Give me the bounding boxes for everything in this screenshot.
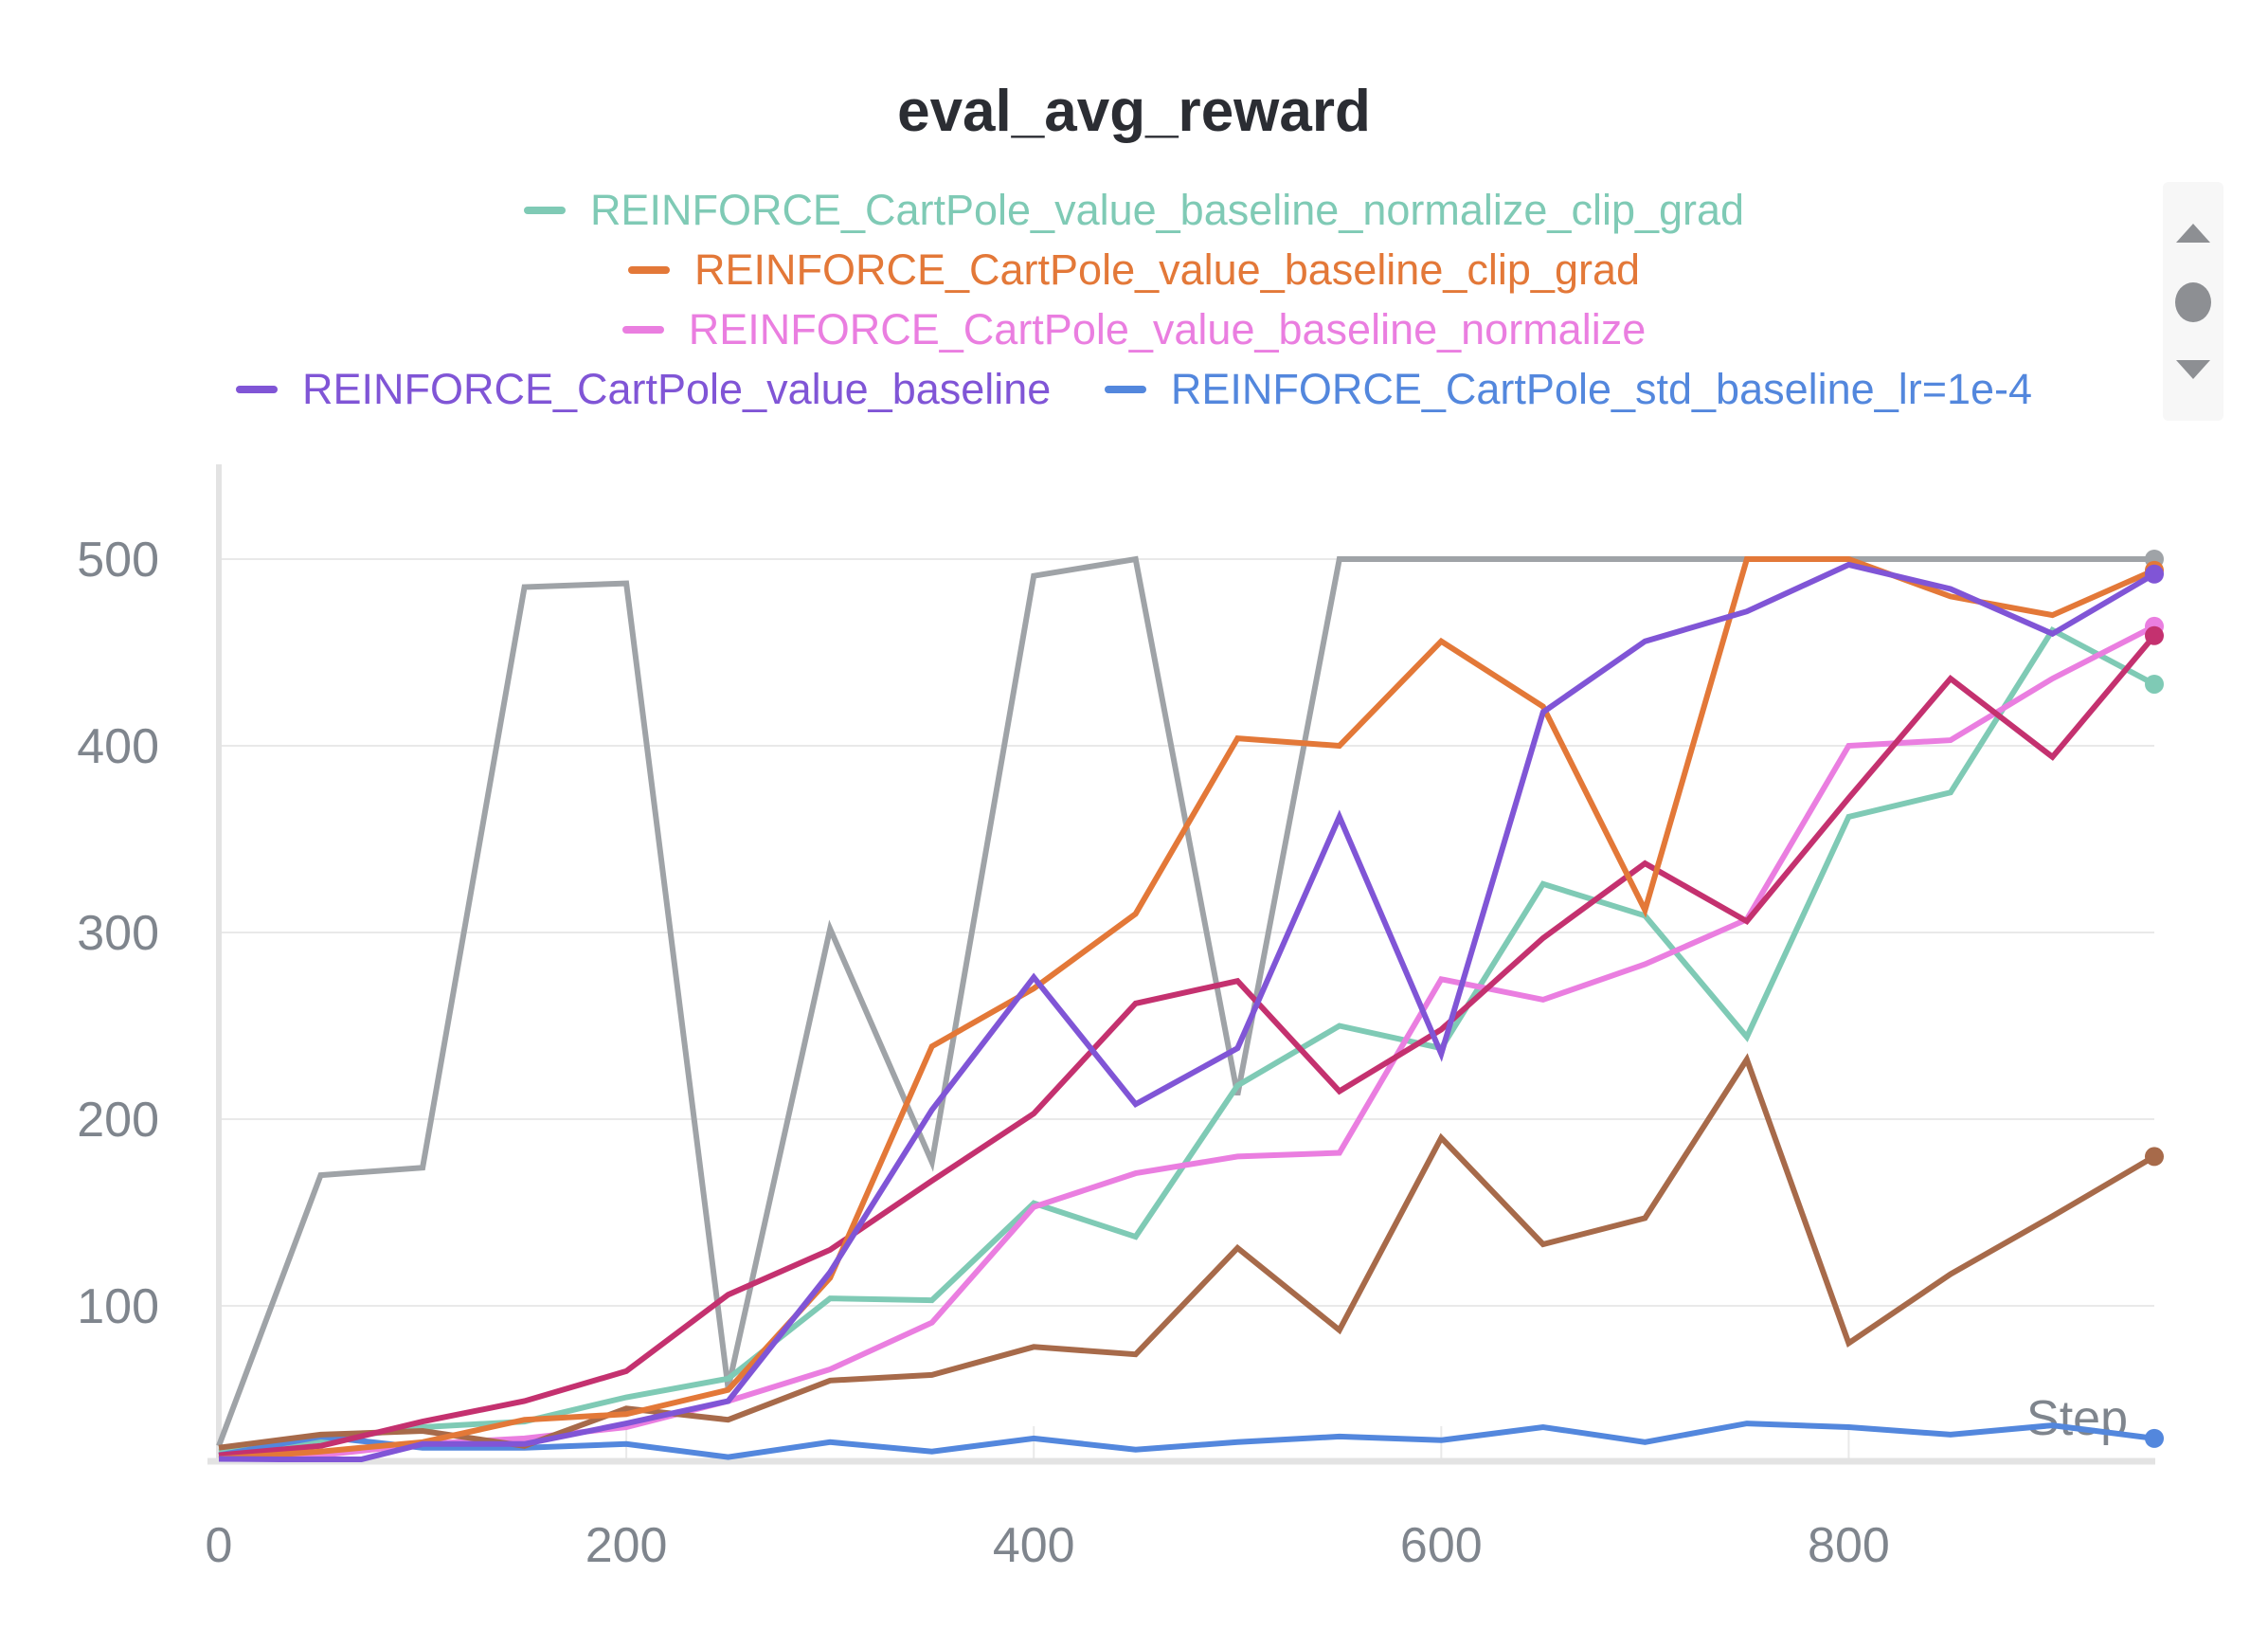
series-end-point bbox=[2145, 625, 2164, 645]
series-line[interactable] bbox=[218, 633, 2157, 1458]
legend-label: REINFORCE_CartPole_value_baseline_normal… bbox=[688, 305, 1647, 353]
legend-label: REINFORCE_CartPole_value_baseline bbox=[301, 365, 1052, 413]
x-tick-label: 800 bbox=[1808, 1518, 1890, 1573]
series-end-point bbox=[2145, 564, 2164, 584]
series-line[interactable] bbox=[218, 1421, 2155, 1460]
legend-label: REINFORCE_CartPole_value_baseline_normal… bbox=[589, 186, 1745, 234]
x-tick-label: 400 bbox=[993, 1518, 1075, 1573]
series-end-point bbox=[2145, 1147, 2164, 1167]
series-end-point bbox=[2145, 674, 2164, 694]
legend-row-4: REINFORCE_CartPole_value_baseline REINFO… bbox=[0, 354, 2268, 414]
y-tick-label: 400 bbox=[77, 719, 159, 774]
x-axis-label: Step bbox=[2026, 1391, 2128, 1446]
triangle-up-icon[interactable] bbox=[2176, 224, 2210, 243]
triangle-down-icon[interactable] bbox=[2176, 360, 2210, 379]
legend-swatch bbox=[627, 266, 670, 274]
legend-item[interactable]: REINFORCE_CartPole_value_baseline_normal… bbox=[621, 305, 1647, 354]
legend-item[interactable]: REINFORCE_CartPole_value_baseline_normal… bbox=[523, 186, 1745, 235]
x-tick-label: 200 bbox=[585, 1518, 668, 1573]
end-markers bbox=[2145, 550, 2164, 1448]
legend-label: REINFORCE_CartPole_std_baseline_lr=1e-4 bbox=[1170, 365, 2033, 413]
series-line[interactable] bbox=[218, 625, 2156, 1455]
series-end-point bbox=[2145, 1428, 2164, 1448]
legend-item[interactable]: REINFORCE_CartPole_value_baseline_clip_g… bbox=[627, 245, 1641, 295]
legend-scrollbar[interactable] bbox=[2163, 182, 2223, 421]
legend-swatch bbox=[621, 326, 664, 334]
grid bbox=[219, 558, 2154, 1461]
legend-swatch bbox=[1104, 386, 1146, 393]
legend-item[interactable]: REINFORCE_CartPole_value_baseline bbox=[235, 365, 1052, 414]
series-lines bbox=[216, 555, 2157, 1462]
legend-row-1: REINFORCE_CartPole_value_baseline_normal… bbox=[0, 175, 2268, 235]
series-line[interactable] bbox=[218, 1053, 2156, 1451]
y-tick-label: 500 bbox=[77, 533, 159, 588]
legend-swatch bbox=[235, 386, 278, 393]
legend-row-2: REINFORCE_CartPole_value_baseline_clip_g… bbox=[0, 235, 2268, 295]
y-tick-label: 300 bbox=[77, 906, 159, 961]
x-tick-label: 600 bbox=[1400, 1518, 1483, 1573]
legend-item[interactable]: REINFORCE_CartPole_std_baseline_lr=1e-4 bbox=[1104, 365, 2033, 414]
series-line[interactable] bbox=[218, 561, 2156, 1462]
series-line[interactable] bbox=[216, 555, 2154, 1447]
x-tick-label: 0 bbox=[206, 1518, 233, 1573]
legend-swatch bbox=[523, 207, 566, 214]
series-line[interactable] bbox=[218, 624, 2156, 1462]
scroll-thumb-icon[interactable] bbox=[2175, 282, 2211, 322]
y-tick-label: 100 bbox=[77, 1279, 159, 1334]
legend-label: REINFORCE_CartPole_value_baseline_clip_g… bbox=[693, 245, 1641, 294]
legend-row-3: REINFORCE_CartPole_value_baseline_normal… bbox=[0, 295, 2268, 354]
series-line[interactable] bbox=[218, 556, 2156, 1462]
axes bbox=[207, 464, 2155, 1465]
tick-labels: 100 200 300 400 500 0 200 400 600 800 bbox=[77, 533, 1890, 1573]
chart-title: eval_avg_reward bbox=[897, 79, 1371, 144]
y-tick-label: 200 bbox=[77, 1093, 159, 1148]
